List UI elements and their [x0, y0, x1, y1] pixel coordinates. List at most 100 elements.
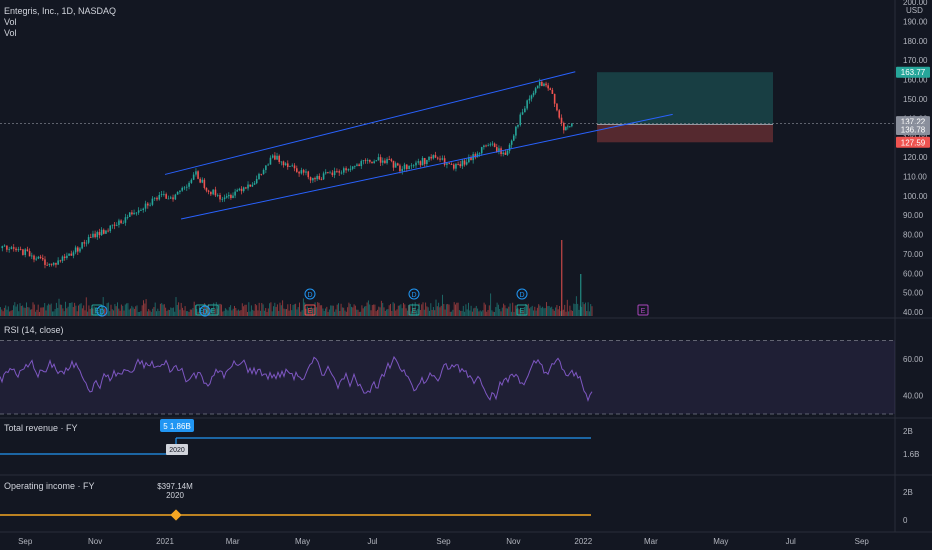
volume-bar: [20, 305, 22, 316]
candle-body: [553, 93, 556, 104]
volume-bar: [351, 306, 352, 316]
time-axis-tick: Sep: [18, 537, 33, 546]
volume-bar: [165, 307, 167, 316]
candle-body: [276, 155, 278, 160]
revenue-axis-tick: 1.6B: [903, 450, 919, 459]
candle-body: [253, 183, 256, 185]
volume-bar: [226, 309, 228, 316]
volume-bar: [455, 304, 456, 316]
rsi-legend[interactable]: RSI (14, close): [4, 325, 64, 335]
volume-bar: [533, 310, 534, 316]
volume-bar: [444, 309, 446, 316]
candle-body: [530, 95, 533, 99]
volume-bar: [39, 311, 40, 316]
candle-body: [567, 126, 569, 128]
volume-bar: [590, 304, 592, 316]
volume-bar: [184, 306, 186, 316]
earnings-marker: E: [408, 304, 420, 316]
volume-bar: [258, 302, 260, 316]
revenue-bubble-box: [160, 419, 194, 432]
volume-bar: [362, 308, 364, 316]
volume-bar: [156, 311, 157, 316]
volume-bar: [404, 304, 406, 316]
candle-body: [394, 163, 397, 168]
revenue-legend[interactable]: Total revenue · FY: [4, 423, 78, 433]
volume-bar: [53, 311, 55, 316]
volume-bar: [460, 310, 462, 316]
candle-body: [558, 110, 561, 118]
candle-body: [302, 170, 305, 173]
candle-body: [336, 171, 338, 172]
volume-bar: [119, 310, 121, 316]
opincome-legend[interactable]: Operating income · FY: [4, 481, 95, 491]
volume-bar: [98, 306, 100, 316]
candle-body: [232, 195, 234, 198]
time-axis-tick: 2022: [574, 537, 592, 546]
volume-bar: [261, 302, 263, 316]
volume-bar: [449, 311, 451, 316]
candle-body: [48, 263, 51, 266]
revenue-axis-tick: 2B: [903, 427, 913, 436]
candle-body: [98, 232, 101, 236]
volume-bar: [188, 311, 190, 316]
volume-bar: [548, 306, 550, 316]
candle-body: [474, 154, 477, 158]
dividend-marker: D: [96, 305, 108, 317]
candle-body: [234, 191, 236, 196]
volume-bar: [574, 304, 576, 316]
price-tag-box: [896, 66, 930, 78]
candle-body: [403, 164, 406, 169]
volume-bar: [568, 311, 570, 316]
candle-body: [68, 253, 70, 256]
volume-bar: [512, 302, 514, 316]
volume-bar: [552, 309, 554, 316]
candle-body: [556, 103, 558, 111]
price-tag-box: [896, 136, 930, 148]
volume-bar: [374, 304, 376, 316]
volume-bar: [45, 310, 47, 316]
volume-bar: [345, 311, 347, 316]
candle-body: [536, 85, 539, 89]
candle-body: [547, 85, 549, 89]
volume-bar: [339, 310, 341, 316]
volume-bar: [3, 307, 5, 316]
volume-bar: [244, 304, 246, 316]
candle-body: [333, 171, 336, 176]
volume-bar: [536, 307, 538, 316]
candle-body: [245, 187, 247, 189]
rsi-axis-tick: 60.00: [903, 355, 924, 364]
time-axis-tick: Mar: [226, 537, 240, 546]
loss-zone: [597, 124, 773, 143]
volume-spike: [580, 274, 582, 316]
volume-bar: [488, 305, 490, 316]
volume-bar: [453, 302, 455, 316]
dividend-marker: D: [199, 305, 211, 317]
volume-bar: [2, 311, 4, 316]
earnings-marker-label: E: [211, 308, 216, 315]
volume-bar: [343, 307, 345, 316]
volume-bar: [375, 311, 377, 316]
volume-bar: [23, 307, 25, 316]
candle-body: [430, 156, 432, 159]
symbol-title[interactable]: Entegris, Inc., 1D, NASDAQ: [4, 6, 117, 16]
volume-bar: [52, 311, 53, 316]
volume-bar: [206, 306, 208, 316]
volume-bar: [357, 309, 359, 316]
candle-body: [528, 98, 531, 101]
volume-bar: [577, 303, 579, 316]
time-axis-tick: Jul: [367, 537, 377, 546]
candle-body: [291, 165, 294, 167]
candle-body: [203, 179, 206, 188]
volume-bar: [143, 300, 144, 316]
volume-bar: [591, 306, 593, 316]
volume-bar: [153, 307, 155, 316]
candle-body: [81, 242, 83, 249]
candle-body: [322, 173, 325, 180]
volume-bar: [367, 300, 369, 316]
candle-body: [89, 237, 92, 238]
volume-bar: [132, 307, 134, 316]
candle-body: [55, 262, 57, 265]
candle-body: [543, 83, 545, 87]
volume-bar: [183, 310, 185, 316]
